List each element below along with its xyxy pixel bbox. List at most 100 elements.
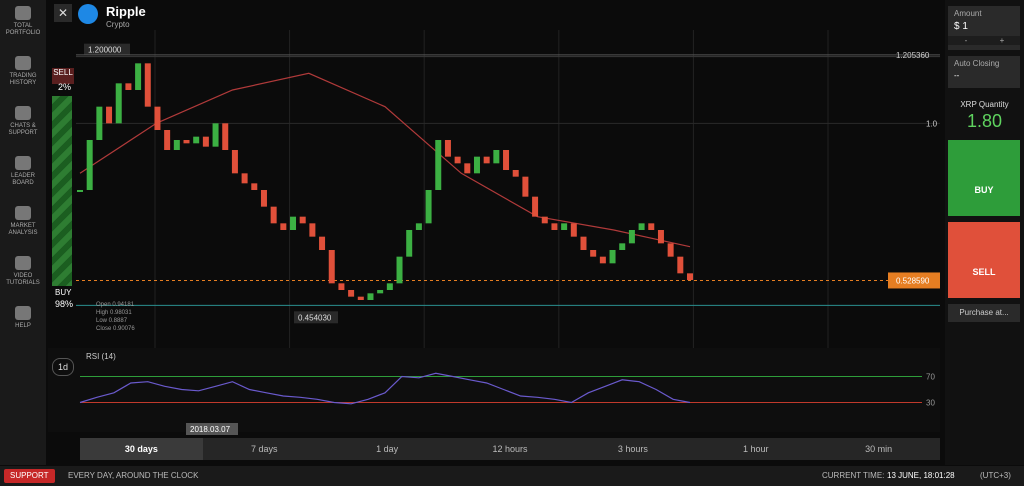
candle-body: [599, 256, 606, 264]
candle-body: [290, 216, 297, 230]
candle-body: [473, 156, 480, 174]
candle-body: [628, 230, 635, 244]
sidebar-item[interactable]: MARKET ANALYSIS: [0, 206, 46, 237]
date-tag: [186, 423, 238, 435]
sidebar-item[interactable]: HELP: [0, 306, 46, 330]
amount-value[interactable]: $ 1: [954, 21, 968, 32]
ohlc-info: High 0.98031: [96, 310, 132, 316]
candle-body: [687, 273, 693, 280]
timeframe-tab[interactable]: 30 days: [80, 438, 203, 460]
timeframe-tab[interactable]: 1 hour: [742, 444, 769, 454]
buy-percent: 98%: [55, 299, 74, 309]
sidebar-item[interactable]: CHATS & SUPPORT: [0, 106, 46, 137]
candle-body: [241, 173, 248, 184]
candle-body: [348, 290, 355, 297]
timeframe-tab[interactable]: 7 days: [251, 444, 278, 454]
candle-body: [231, 150, 238, 174]
candle-body: [299, 216, 306, 224]
candle-body: [609, 250, 616, 264]
candle-body: [406, 230, 413, 257]
candle-body: [667, 243, 674, 257]
purchase-button[interactable]: Purchase at...: [948, 304, 1020, 322]
sidebar-icon: [15, 56, 31, 70]
price-tag: [294, 311, 338, 324]
asset-category: Crypto: [106, 20, 130, 29]
timeframe-tabs: 30 days 7 days 1 day 12 hours 3 hours 1 hour 3…: [80, 438, 940, 460]
price-label: 1.205360: [896, 51, 930, 60]
chart: FebruaryMarchAprilMayJuneJuly1.2000001.2…: [48, 30, 940, 435]
candle-body: [115, 83, 122, 124]
candle-body: [183, 140, 190, 144]
candle-body: [106, 106, 113, 124]
sidebar-item[interactable]: TRADING HISTORY: [0, 56, 46, 87]
amount-label: Amount: [954, 9, 982, 18]
candle-body: [541, 216, 548, 224]
candle-body: [328, 250, 335, 284]
candle-body: [503, 150, 510, 170]
sidebar-icon: [15, 156, 31, 170]
candle-body: [415, 223, 422, 230]
current-price-tag: [888, 272, 940, 289]
moving-average: [79, 72, 691, 248]
candle-body: [135, 63, 142, 90]
candle-body: [551, 223, 558, 230]
buy-button[interactable]: BUY: [948, 140, 1020, 216]
candle-body: [319, 236, 326, 250]
candle-body: [77, 190, 83, 192]
timeframe-tab[interactable]: 3 hours: [617, 444, 648, 454]
timeframe-tab[interactable]: 12 hours: [492, 444, 528, 454]
candle-body: [357, 296, 364, 300]
candle-body: [396, 256, 403, 284]
time: 13 JUNE, 18:01:28: [887, 471, 955, 480]
candle-body: [260, 190, 267, 207]
auto-close-box[interactable]: Auto Closing --: [948, 56, 1020, 88]
candle-body: [522, 176, 529, 197]
sidebar: TOTAL PORTFOLIO TRADING HISTORY CHATS & SU…: [0, 0, 46, 465]
sidebar-label: TOTAL PORTFOLIO: [5, 23, 41, 36]
candle-body: [222, 123, 229, 150]
sidebar-item[interactable]: LEADER BOARD: [0, 156, 46, 187]
sidebar-label: CHATS & SUPPORT: [8, 123, 38, 136]
support-button[interactable]: SUPPORT: [4, 469, 55, 483]
qty-label: XRP Quantity: [960, 100, 1009, 109]
candle-body: [212, 123, 219, 147]
candle-body: [444, 140, 451, 157]
rsi-level-label: 30: [926, 399, 935, 408]
candle-body: [164, 130, 171, 150]
candle-body: [154, 106, 161, 130]
candle-body: [493, 150, 500, 164]
qty-value: 1.80: [966, 111, 1003, 131]
price-label: 0.454030: [298, 313, 332, 322]
asset-icon: [78, 4, 98, 24]
trade-panel: Amount $ 1 - + Auto Closing -- XRP Quanti…: [945, 0, 1024, 465]
candle-body: [425, 190, 432, 224]
rsi-title: RSI (14): [86, 352, 116, 361]
timeframe-tab[interactable]: 30 min: [865, 444, 893, 454]
candle-body: [251, 183, 258, 190]
candle-body: [512, 170, 519, 177]
rsi-level-label: 70: [926, 373, 935, 382]
period-button[interactable]: 1d: [52, 358, 74, 376]
plus-button[interactable]: +: [999, 36, 1005, 45]
candle-body: [202, 136, 209, 147]
candle-body: [280, 223, 287, 230]
candle-body: [638, 223, 645, 230]
buy-label: BUY: [55, 288, 72, 297]
amount-box: Amount $ 1 - +: [948, 6, 1020, 50]
close-button[interactable]: ✕: [54, 4, 72, 22]
date-label: 2018.03.07: [190, 425, 231, 434]
footer: SUPPORT EVERY DAY, AROUND THE CLOCK CURR…: [0, 466, 1024, 486]
candle-body: [580, 236, 587, 250]
sidebar-item[interactable]: TOTAL PORTFOLIO: [0, 6, 46, 37]
asset-name[interactable]: Ripple: [106, 4, 146, 19]
candle-body: [86, 140, 93, 190]
sell-percent: 2%: [58, 82, 72, 92]
sell-button[interactable]: SELL: [948, 222, 1020, 298]
rsi-panel: [48, 348, 940, 432]
sidebar-item[interactable]: VIDEO TUTORIALS: [0, 256, 46, 287]
minus-button[interactable]: -: [964, 36, 968, 45]
ohlc-info: Close 0.90076: [96, 326, 135, 332]
price-label: 1.200000: [88, 46, 122, 55]
price-label: 0.528590: [896, 276, 930, 285]
timeframe-tab[interactable]: 1 day: [376, 444, 399, 454]
